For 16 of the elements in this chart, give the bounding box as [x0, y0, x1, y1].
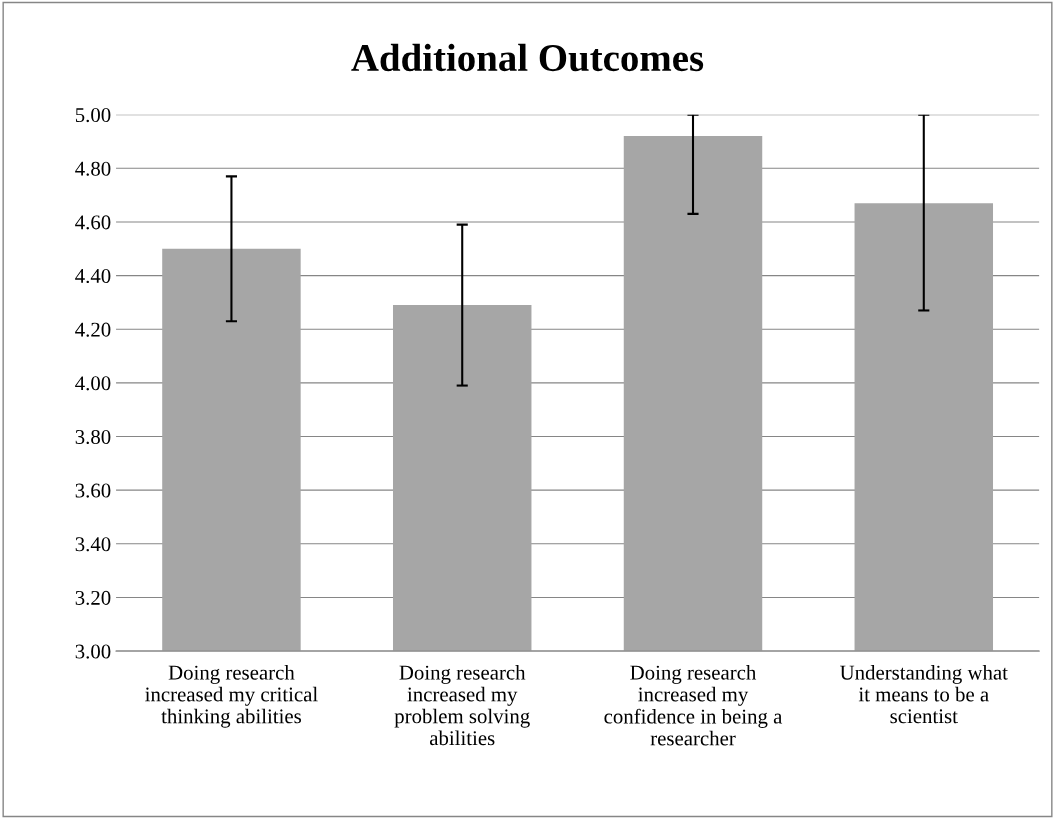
y-tick-label: 4.00 — [75, 376, 111, 391]
y-tick-label: 4.60 — [75, 215, 111, 230]
y-tick-label: 5.00 — [75, 108, 111, 123]
y-tick-label: 3.20 — [75, 590, 111, 605]
x-tick-label: Doing research increased my confidence in being a researcher — [604, 664, 783, 746]
y-tick-label: 4.80 — [75, 161, 111, 176]
x-tick-label: Doing research increased my problem solving abilities — [394, 664, 530, 746]
y-tick-label: 3.00 — [75, 644, 111, 659]
x-tick-label: Understanding what it means to be a scientist — [840, 664, 1008, 724]
chart-title: Additional Outcomes — [351, 43, 704, 72]
y-tick-label: 4.40 — [75, 268, 111, 284]
y-tick-label: 3.40 — [75, 537, 111, 552]
y-tick-label: 3.80 — [75, 429, 111, 445]
y-tick-label: 3.60 — [75, 483, 111, 498]
x-tick-label: Doing research increased my critical thinking abilities — [145, 664, 318, 728]
y-tick-label: 4.20 — [75, 322, 111, 337]
